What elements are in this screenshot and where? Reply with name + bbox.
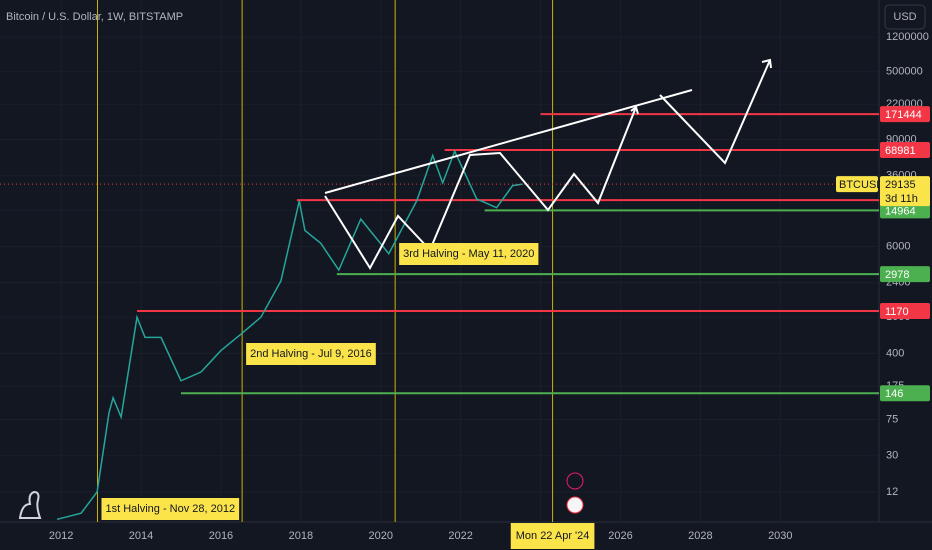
y-tick-label: 12 <box>886 486 898 498</box>
crosshair-box <box>510 523 595 549</box>
logo-icon <box>18 490 42 519</box>
level-tag <box>880 106 930 123</box>
halving-box <box>399 243 539 265</box>
level-tag <box>880 202 930 219</box>
symbol-label: BTCUSD <box>839 179 884 191</box>
y-tick-label: 500000 <box>886 66 923 78</box>
x-tick-label: 2022 <box>448 530 472 542</box>
y-tick-label: 75 <box>886 413 898 425</box>
event-icon[interactable] <box>566 496 584 514</box>
x-tick-label: 2026 <box>608 530 632 542</box>
x-tick-label: 2012 <box>49 530 73 542</box>
level-tag <box>880 266 930 283</box>
level-tag-label: 68981 <box>885 145 916 157</box>
level-tag <box>880 142 930 159</box>
chart-title: Bitcoin / U.S. Dollar, 1W, BITSTAMP <box>6 11 183 23</box>
currency-button[interactable] <box>884 4 926 30</box>
price-tag <box>880 176 930 207</box>
marks <box>0 113 879 521</box>
level-tag-label: 171444 <box>885 109 922 121</box>
overlays: 17144468981193891496429781170146BTCUSD29… <box>101 106 930 549</box>
halving-label: 1st Halving - Nov 28, 2012 <box>105 503 235 515</box>
drawings <box>324 58 772 270</box>
level-tag <box>880 303 930 320</box>
level-tag-label: 1170 <box>885 306 909 318</box>
y-tick-label: 400 <box>886 347 904 359</box>
event-icon[interactable] <box>566 472 584 490</box>
price-label: 29135 <box>885 179 916 191</box>
currency[interactable]: USD <box>893 11 916 23</box>
logo <box>18 490 42 519</box>
countdown-label: 3d 11h <box>885 193 918 205</box>
level-tag-label: 146 <box>885 388 903 400</box>
y-tick-label: 30 <box>886 450 898 462</box>
x-tick-label: 2020 <box>369 530 393 542</box>
halving-label: 3rd Halving - May 11, 2020 <box>403 248 534 260</box>
halving-box <box>246 343 376 365</box>
x-tick-label: 2014 <box>129 530 153 542</box>
price-line <box>56 149 523 521</box>
projection <box>324 106 637 270</box>
projection <box>659 59 771 165</box>
symbol-tag <box>836 176 878 193</box>
level-tag-label: 14964 <box>885 205 916 217</box>
y-tick-label: 1200000 <box>886 31 929 43</box>
arrow-head <box>630 105 639 115</box>
level-tag <box>880 385 930 402</box>
halving-label: 2nd Halving - Jul 9, 2016 <box>250 348 372 360</box>
y-tick-label: 6000 <box>886 240 910 252</box>
x-tick-label: 2018 <box>289 530 313 542</box>
trend-line <box>324 89 693 194</box>
x-tick-label: 2028 <box>688 530 712 542</box>
arrow-head <box>761 58 772 69</box>
crosshair-label: Mon 22 Apr '24 <box>516 530 590 542</box>
x-tick-label: 2016 <box>209 530 233 542</box>
level-tag-label: 2978 <box>885 269 909 281</box>
halving-box <box>101 498 240 520</box>
x-tick-label: 2030 <box>768 530 792 542</box>
